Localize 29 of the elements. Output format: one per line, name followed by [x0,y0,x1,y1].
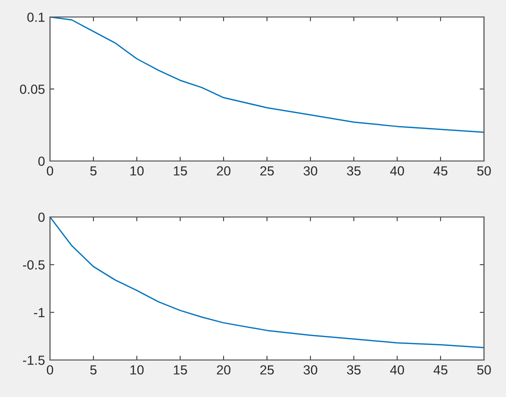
x-tick-label: 35 [346,166,361,176]
x-tick-label: 0 [46,365,54,375]
x-tick-label: 5 [90,365,97,375]
x-tick-label: 40 [390,166,404,176]
y-tick-label: 0.05 [20,84,45,94]
x-tick-label: 20 [216,166,230,176]
x-tick-label: 40 [390,365,404,375]
x-tick-label: 30 [304,365,318,375]
y-tick-label: -1.5 [22,356,45,365]
x-tick-label: 50 [477,166,491,176]
x-tick-label: 50 [477,365,491,375]
x-tick-label: 30 [304,166,318,176]
x-tick-label: 5 [90,166,97,176]
x-tick-label: 10 [130,166,144,176]
y-tick-label: 0.1 [27,12,44,22]
y-tick-label: 0 [38,212,45,222]
y-tick-label: -1 [34,308,44,318]
x-tick-label: 15 [174,365,187,375]
y-tick-label: 0 [38,156,45,166]
x-tick-label: 45 [434,166,448,176]
x-tick-label: 25 [260,365,274,375]
x-tick-label: 15 [174,166,187,176]
x-tick-label: 10 [130,365,144,375]
x-tick-label: 45 [434,365,448,375]
y-tick-label: -0.5 [22,260,45,270]
x-tick-label: 20 [216,365,230,375]
x-tick-label: 0 [46,166,54,176]
x-tick-label: 25 [260,166,274,176]
x-tick-label: 35 [346,365,361,375]
